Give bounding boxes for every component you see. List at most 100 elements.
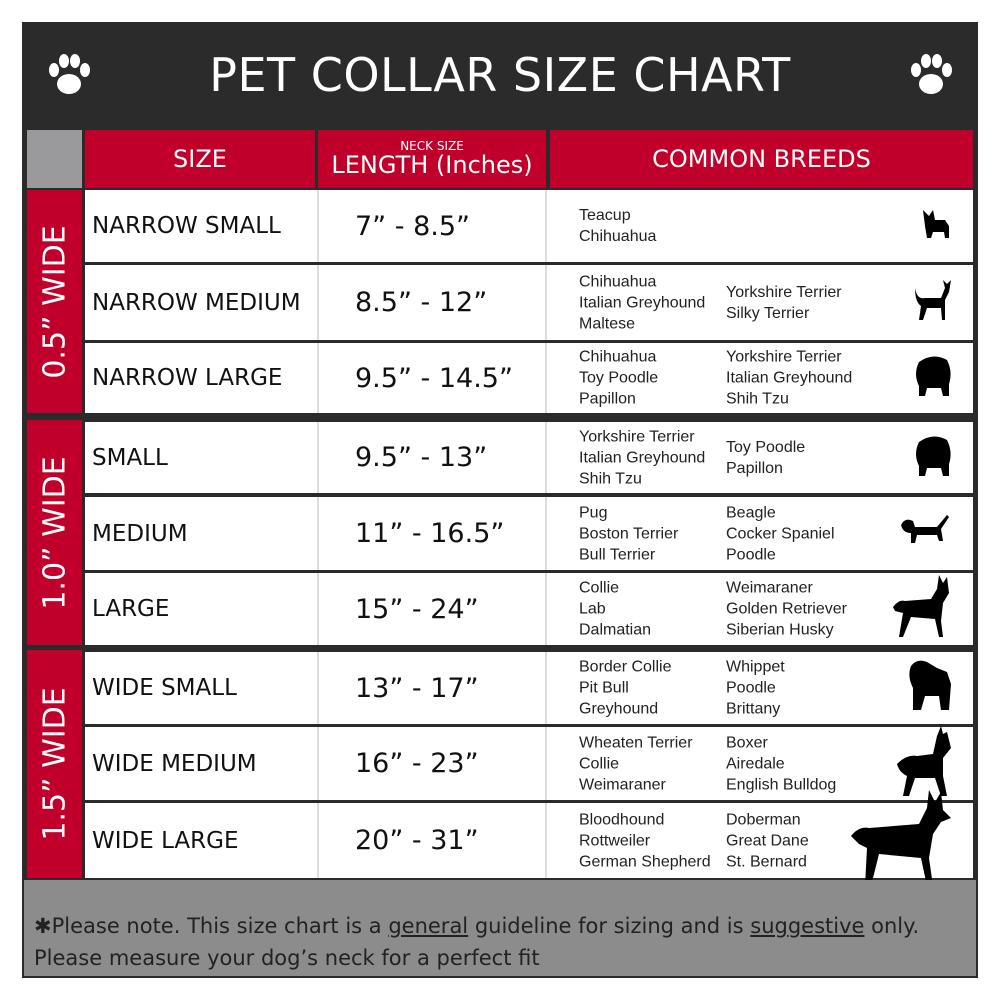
page-title: PET COLLAR SIZE CHART <box>209 48 791 102</box>
table-row: NARROW SMALL 7” - 8.5” Teacup Chihuahua <box>85 190 973 262</box>
breeds-column-2: Doberman Great Dane St. Bernard <box>726 809 809 872</box>
breed-name: Siberian Husky <box>726 621 834 639</box>
breed-name: German Shepherd <box>579 853 711 870</box>
length-cell: 7” - 8.5” <box>317 190 547 262</box>
breed-name: Bloodhound <box>579 811 665 828</box>
footer-line-1: ✱Please note. This size chart is a gener… <box>34 910 966 942</box>
breeds-column-1: Chihuahua Italian Greyhound Maltese <box>579 271 705 334</box>
breeds-cell: Chihuahua Toy Poodle Papillon Yorkshire Te… <box>551 343 973 413</box>
breed-name: Great Dane <box>726 832 809 849</box>
header-breeds: COMMON BREEDS <box>550 130 973 188</box>
header-size-label: SIZE <box>173 145 227 173</box>
breeds-cell: Collie Lab Dalmatian Weimaraner Golden Retr… <box>551 573 973 645</box>
breed-name: Yorkshire Terrier <box>726 283 842 301</box>
width-group-text: 1.0” WIDE <box>37 455 72 610</box>
breed-name: Papillon <box>726 459 783 477</box>
breed-name: Papillon <box>579 390 636 408</box>
breed-name: Maltese <box>579 315 636 332</box>
table-row: SMALL 9.5” - 13” Yorkshire Terrier Italia… <box>85 422 973 493</box>
breed-name: Lab <box>579 600 606 618</box>
breeds-cell: Teacup Chihuahua <box>551 190 973 262</box>
breed-name: Shih Tzu <box>726 390 789 408</box>
breeds-column-2: Toy Poodle Papillon <box>726 437 805 479</box>
header-length: NECK SIZE LENGTH (Inches) <box>318 130 546 188</box>
breed-name: Toy Poodle <box>726 438 806 456</box>
width-group-text: 1.5” WIDE <box>37 687 72 841</box>
length-cell: 13” - 17” <box>317 652 547 724</box>
breed-name: Dalmatian <box>579 621 652 639</box>
breeds-column-1: Collie Lab Dalmatian <box>579 578 651 641</box>
breed-name: Italian Greyhound <box>579 294 706 311</box>
size-cell: NARROW MEDIUM <box>92 289 301 316</box>
size-cell: NARROW LARGE <box>92 365 283 391</box>
footer-emphasis-suggestive: suggestive <box>750 914 865 938</box>
breeds-column-2: Beagle Cocker Spaniel Poodle <box>726 502 835 565</box>
breed-name: Pug <box>579 504 608 521</box>
breed-name: Cocker Spaniel <box>726 525 835 542</box>
breeds-cell: Yorkshire Terrier Italian Greyhound Shih T… <box>551 422 973 493</box>
table-row: WIDE LARGE 20” - 31” Bloodhound Rottweile… <box>85 789 973 886</box>
breed-name: Greyhound <box>579 700 659 718</box>
breed-name: Bull Terrier <box>579 546 656 563</box>
table-row: LARGE 15” - 24” Collie Lab Dalmatian Weima… <box>85 573 973 645</box>
breed-name: Collie <box>579 579 620 597</box>
breed-name: Shih Tzu <box>579 470 642 487</box>
dachshund-silhouette-icon <box>897 511 953 557</box>
breeds-column-1: Wheaten Terrier Collie Weimaraner <box>579 732 693 795</box>
breed-name: Boston Terrier <box>579 525 679 542</box>
header-breeds-label: COMMON BREEDS <box>652 145 871 173</box>
breed-name: Weimaraner <box>726 579 813 597</box>
header-size: SIZE <box>85 130 315 188</box>
breeds-column-1: Bloodhound Rottweiler German Shepherd <box>579 809 711 872</box>
table-row: NARROW LARGE 9.5” - 14.5” Chihuahua Toy P… <box>85 343 973 413</box>
breed-name: Chihuahua <box>579 273 657 290</box>
breeds-column-2: Yorkshire Terrier Italian Greyhound Shih T… <box>726 347 852 410</box>
size-cell: WIDE MEDIUM <box>92 750 257 777</box>
breed-name: Brittany <box>726 700 781 718</box>
pitbull-silhouette-icon <box>893 724 953 804</box>
size-cell: WIDE SMALL <box>92 675 237 701</box>
table-row: MEDIUM 11” - 16.5” Pug Boston Terrier Bull… <box>85 497 973 570</box>
size-cell: WIDE LARGE <box>92 827 239 854</box>
breed-name: Rottweiler <box>579 832 651 849</box>
breed-name: English Bulldog <box>726 776 837 793</box>
breed-name: Chihuahua <box>579 228 657 245</box>
breed-name: Italian Greyhound <box>579 449 706 466</box>
length-cell: 20” - 31” <box>317 803 547 878</box>
breed-name: Teacup <box>579 207 631 224</box>
breed-name: Silky Terrier <box>726 304 810 322</box>
chihuahua-silhouette-icon <box>913 278 953 328</box>
breeds-column-1: Teacup Chihuahua <box>579 205 656 247</box>
breeds-column-2: Whippet Poodle Brittany <box>726 657 785 720</box>
size-cell: NARROW SMALL <box>92 213 281 239</box>
width-group-label: 0.5” WIDE <box>27 190 82 413</box>
width-group-text: 0.5” WIDE <box>37 224 72 379</box>
width-group-label: 1.5” WIDE <box>27 650 82 878</box>
breed-name: Golden Retriever <box>726 600 847 618</box>
breed-name: Border Collie <box>579 658 672 676</box>
footer-emphasis-general: general <box>388 914 469 938</box>
breed-name: Italian Greyhound <box>726 369 853 387</box>
footer-note: ✱Please note. This size chart is a gener… <box>24 880 976 976</box>
breed-name: St. Bernard <box>726 853 807 870</box>
length-cell: 9.5” - 13” <box>317 422 547 493</box>
breeds-column-2: Boxer Airedale English Bulldog <box>726 732 836 795</box>
shepherd-silhouette-icon <box>891 573 953 645</box>
doberman-silhouette-icon <box>849 788 953 894</box>
yorkie-silhouette-icon <box>919 206 953 246</box>
breeds-column-1: Chihuahua Toy Poodle Papillon <box>579 347 658 410</box>
breeds-cell: Wheaten Terrier Collie Weimaraner Boxer Air… <box>551 725 973 800</box>
table-row: NARROW MEDIUM 8.5” - 12” Chihuahua Italia… <box>85 265 973 340</box>
length-cell: 15” - 24” <box>317 573 547 645</box>
breed-name: Toy Poodle <box>579 369 659 387</box>
footer-text: only. <box>864 914 920 938</box>
breeds-cell: Bloodhound Rottweiler German Shepherd Dobe… <box>551 789 973 886</box>
breeds-cell: Border Collie Pit Bull Greyhound Whippet Po… <box>551 652 973 724</box>
pomeranian-silhouette-icon <box>913 432 953 484</box>
length-cell: 8.5” - 12” <box>317 265 547 340</box>
table-row: WIDE MEDIUM 16” - 23” Wheaten Terrier Col… <box>85 725 973 800</box>
breed-name: Weimaraner <box>579 776 666 793</box>
breed-name: Beagle <box>726 504 776 521</box>
breeds-cell: Pug Boston Terrier Bull Terrier Beagle Cock… <box>551 497 973 570</box>
breed-name: Yorkshire Terrier <box>726 348 842 366</box>
